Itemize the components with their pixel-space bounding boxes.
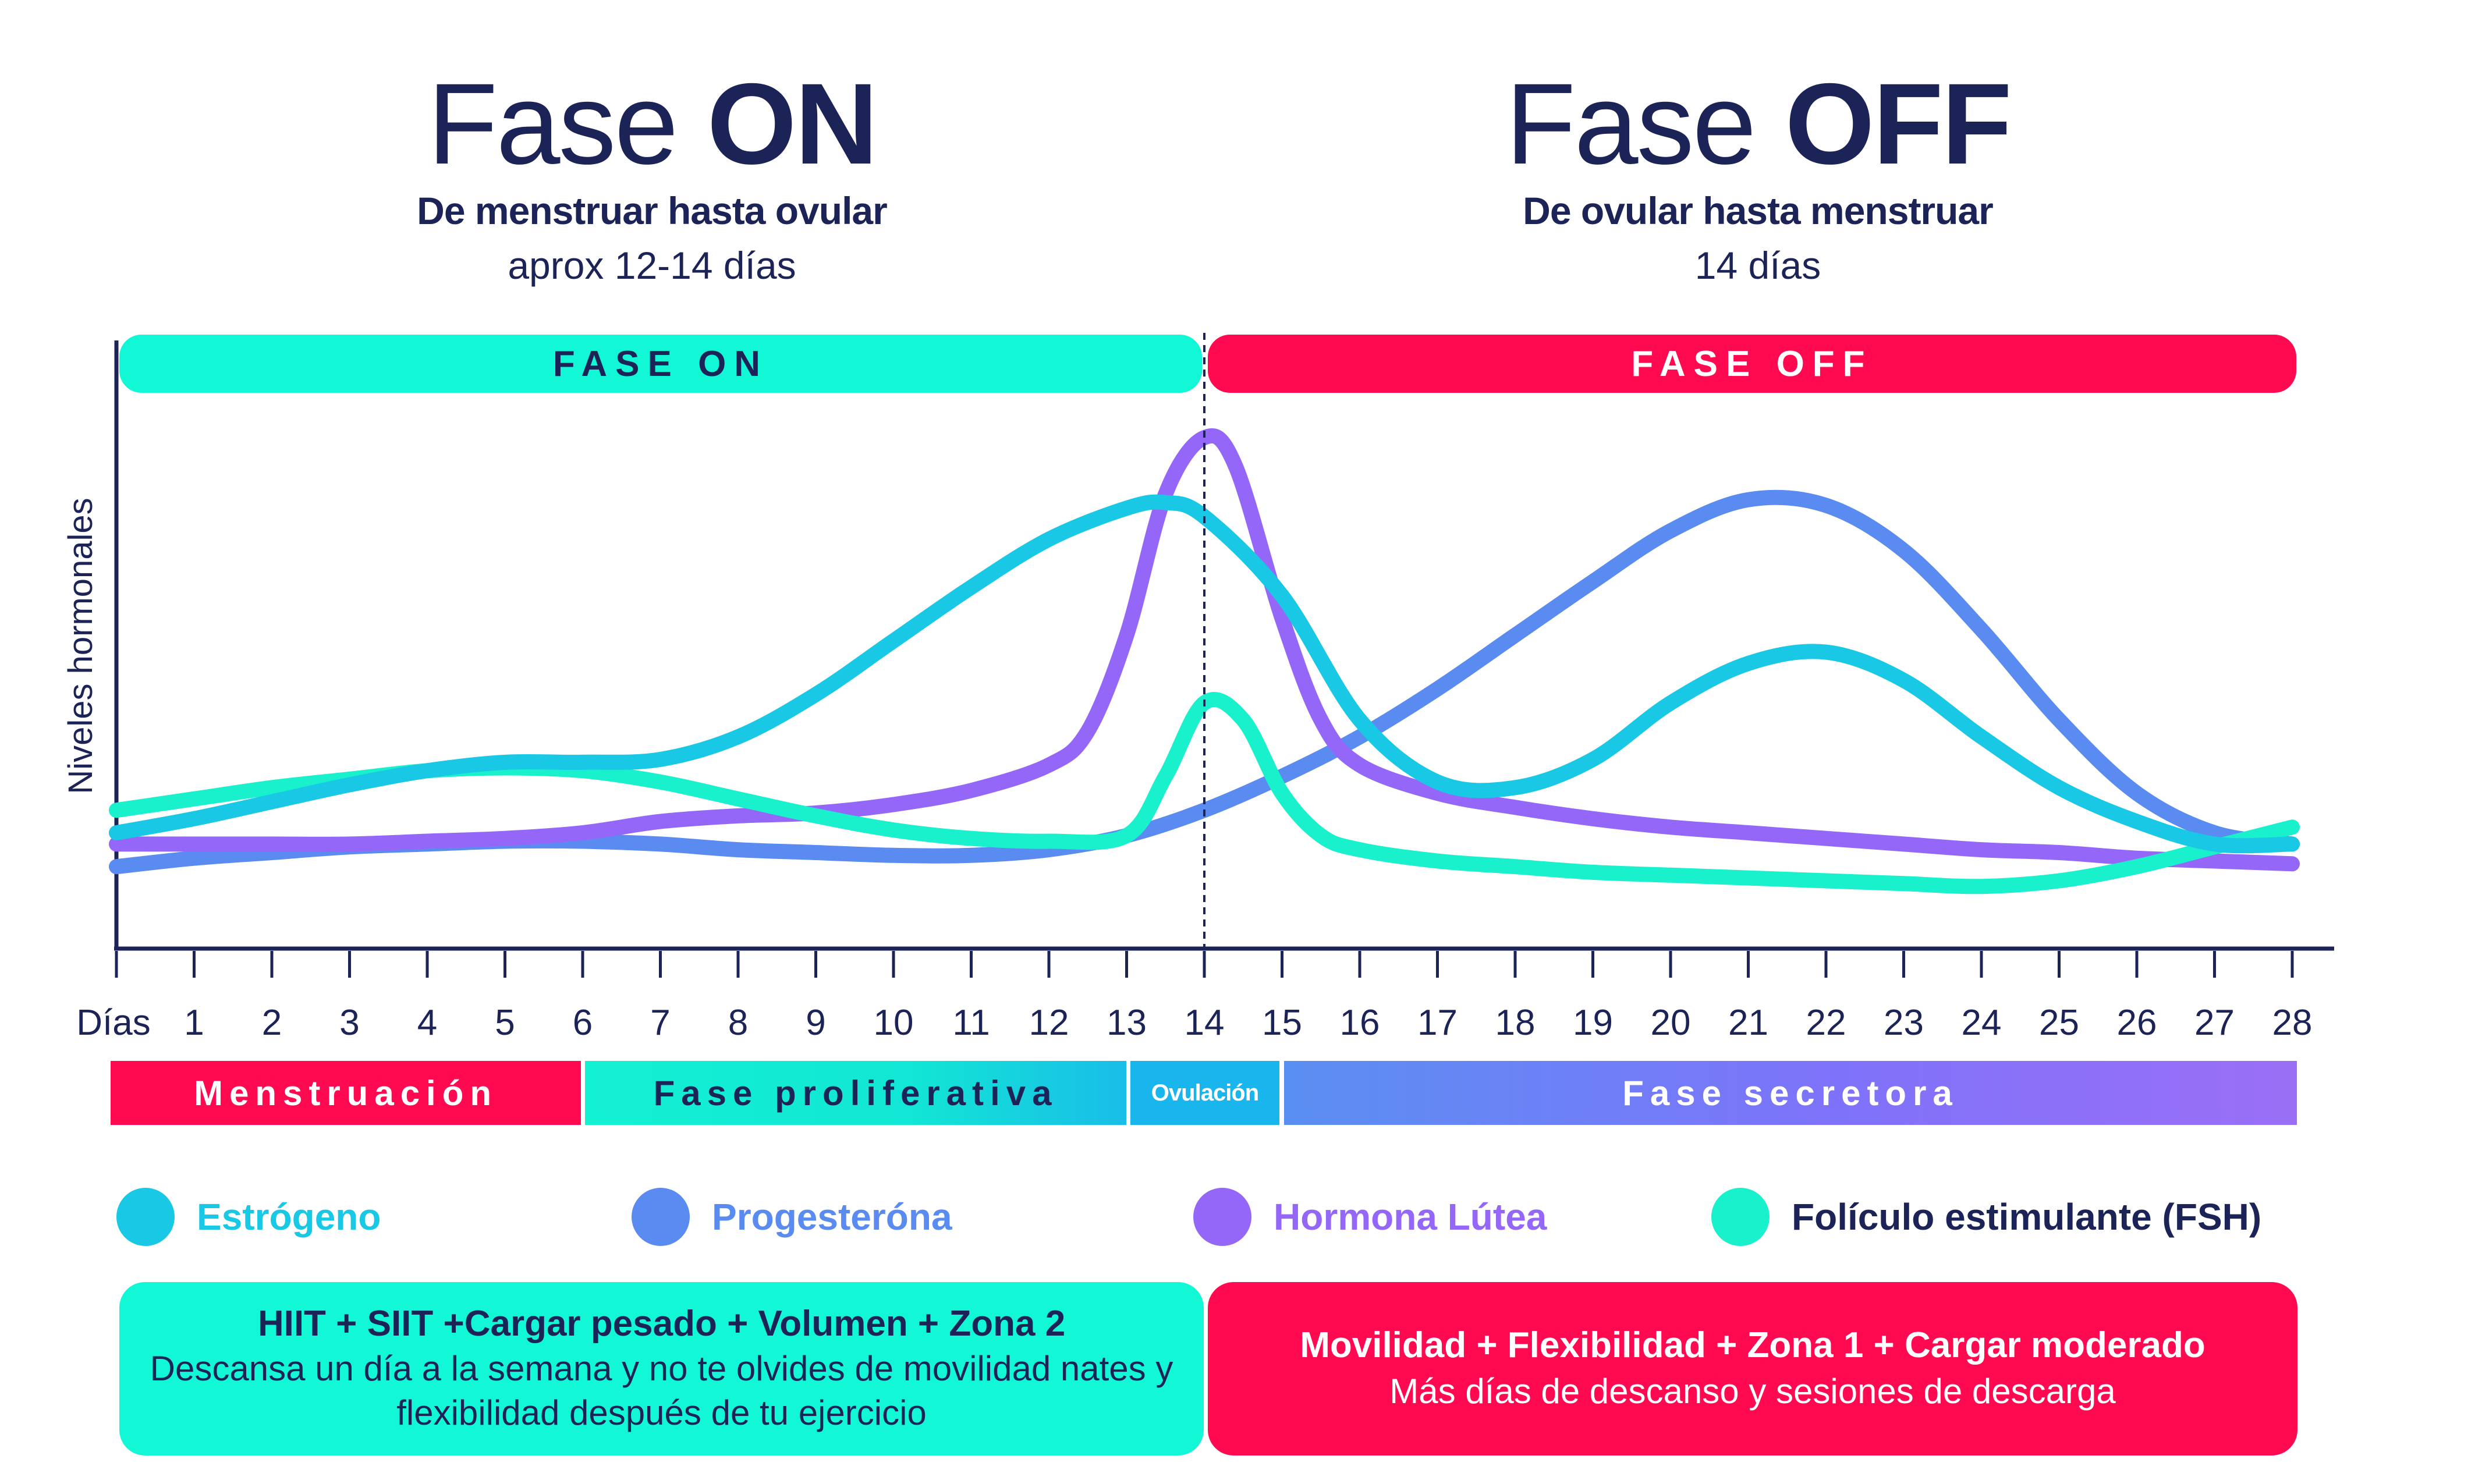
legend-progesterona: Progesteróna (632, 1188, 952, 1246)
x-axis-label: Días (76, 1003, 150, 1043)
header-off-title: Fase OFF (1409, 63, 2107, 185)
x-tick-label: 28 (2272, 1003, 2313, 1043)
x-tick-label: 2 (262, 1003, 282, 1043)
header-off-subtitle: De ovular hasta menstruar (1523, 189, 1994, 232)
header-fase-on: Fase ON De menstruar hasta ovular aprox … (361, 63, 943, 287)
header-on-title: Fase ON (361, 63, 943, 185)
x-tick-label: 17 (1417, 1003, 1458, 1043)
header-off-bold: OFF (1785, 59, 2012, 188)
circle-dot-icon (632, 1188, 690, 1246)
x-tick-label: 25 (2039, 1003, 2079, 1043)
x-tick-label: 8 (728, 1003, 748, 1043)
x-tick-label: 9 (806, 1003, 825, 1043)
chart-axes: Niveles hormonales Días (62, 340, 2334, 1043)
chart-series (109, 333, 2300, 947)
cycle-bar-secretora-label: Fase secretora (1622, 1073, 1959, 1113)
chart-ticks: 1 2 3 4 5 6 7 8 9 10 11 12 13 14 15 16 17 18 19 20 21 22 23 24 2… (115, 951, 2313, 1043)
cycle-bar-ovulacion-label: Ovulación (1151, 1080, 1259, 1106)
circle-dot-icon (1711, 1188, 1770, 1246)
x-tick-label: 21 (1728, 1003, 1768, 1043)
x-tick-label: 7 (650, 1003, 670, 1043)
header-on-subtitle: De menstruar hasta ovular (417, 189, 888, 232)
recommendation-on-text: Descansa un día a la semana y no te olvi… (150, 1348, 1173, 1432)
recommendation-on-title: HIIT + SIIT +Cargar pesado + Volumen + Z… (257, 1303, 1066, 1344)
x-tick-label: 27 (2194, 1003, 2235, 1043)
legend-hormona-lutea: Hormona Lútea (1193, 1188, 1547, 1246)
cycle-bar-proliferativa: Fase proliferativa (585, 1061, 1126, 1125)
x-tick-label: 16 (1340, 1003, 1380, 1043)
recommendation-off-title: Movilidad + Flexibilidad + Zona 1 + Carg… (1300, 1325, 2205, 1365)
cycle-bar-secretora: Fase secretora (1284, 1061, 2297, 1125)
x-tick-label: 23 (1884, 1003, 1924, 1043)
header-fase-off: Fase OFF De ovular hasta menstruar 14 dí… (1409, 63, 2107, 287)
x-tick-label: 1 (184, 1003, 204, 1043)
x-tick-label: 19 (1573, 1003, 1613, 1043)
legend-fsh-label: Folículo estimulante (FSH) (1792, 1196, 2262, 1238)
x-tick-label: 5 (495, 1003, 515, 1043)
x-tick-label: 10 (874, 1003, 914, 1043)
cycle-bar-menstruacion-label: Menstruación (193, 1073, 498, 1113)
phase-bar-off-label: FASE OFF (1631, 343, 1873, 384)
cycle-bar-menstruacion: Menstruación (111, 1061, 581, 1125)
header-on-duration: aprox 12-14 días (508, 244, 796, 287)
x-tick-label: 11 (952, 1003, 990, 1043)
cycle-bar-proliferativa-label: Fase proliferativa (653, 1073, 1058, 1113)
legend-fsh: Folículo estimulante (FSH) (1711, 1188, 2261, 1246)
legend-hormona-lutea-label: Hormona Lútea (1274, 1196, 1547, 1238)
legend-progesterona-label: Progesteróna (712, 1196, 952, 1238)
x-tick-label: 12 (1029, 1003, 1069, 1043)
phase-bar-on: FASE ON (119, 335, 1202, 393)
legend-estrogeno-label: Estrógeno (197, 1196, 381, 1238)
circle-dot-icon (116, 1188, 175, 1246)
header-off-duration: 14 días (1694, 244, 1821, 287)
x-tick-label: 24 (1962, 1003, 2002, 1043)
x-tick-label: 22 (1806, 1003, 1846, 1043)
legend-estrogeno: Estrógeno (116, 1188, 381, 1246)
x-tick-label: 20 (1651, 1003, 1691, 1043)
recommendation-off: Movilidad + Flexibilidad + Zona 1 + Carg… (1208, 1282, 2297, 1455)
x-tick-label: 15 (1262, 1003, 1302, 1043)
recommendation-on: HIIT + SIIT +Cargar pesado + Volumen + Z… (119, 1282, 1204, 1455)
x-tick-label: 26 (2117, 1003, 2157, 1043)
cycle-bar-ovulacion: Ovulación (1130, 1061, 1279, 1125)
x-tick-label: 14 (1185, 1003, 1225, 1043)
header-on-word: Fase (427, 59, 678, 188)
x-tick-label: 13 (1107, 1003, 1147, 1043)
x-tick-label: 3 (339, 1003, 359, 1043)
phase-bar-off: FASE OFF (1208, 335, 2296, 393)
x-tick-label: 6 (573, 1003, 593, 1043)
phase-bar-on-label: FASE ON (552, 343, 769, 384)
y-axis-label: Niveles hormonales (62, 498, 100, 794)
header-on-bold: ON (707, 59, 878, 188)
circle-dot-icon (1193, 1188, 1251, 1246)
x-tick-label: 18 (1495, 1003, 1536, 1043)
recommendation-off-text: Más días de descanso y sesiones de desca… (1389, 1371, 2116, 1411)
x-tick-label: 4 (417, 1003, 437, 1043)
header-off-word: Fase (1505, 59, 1756, 188)
